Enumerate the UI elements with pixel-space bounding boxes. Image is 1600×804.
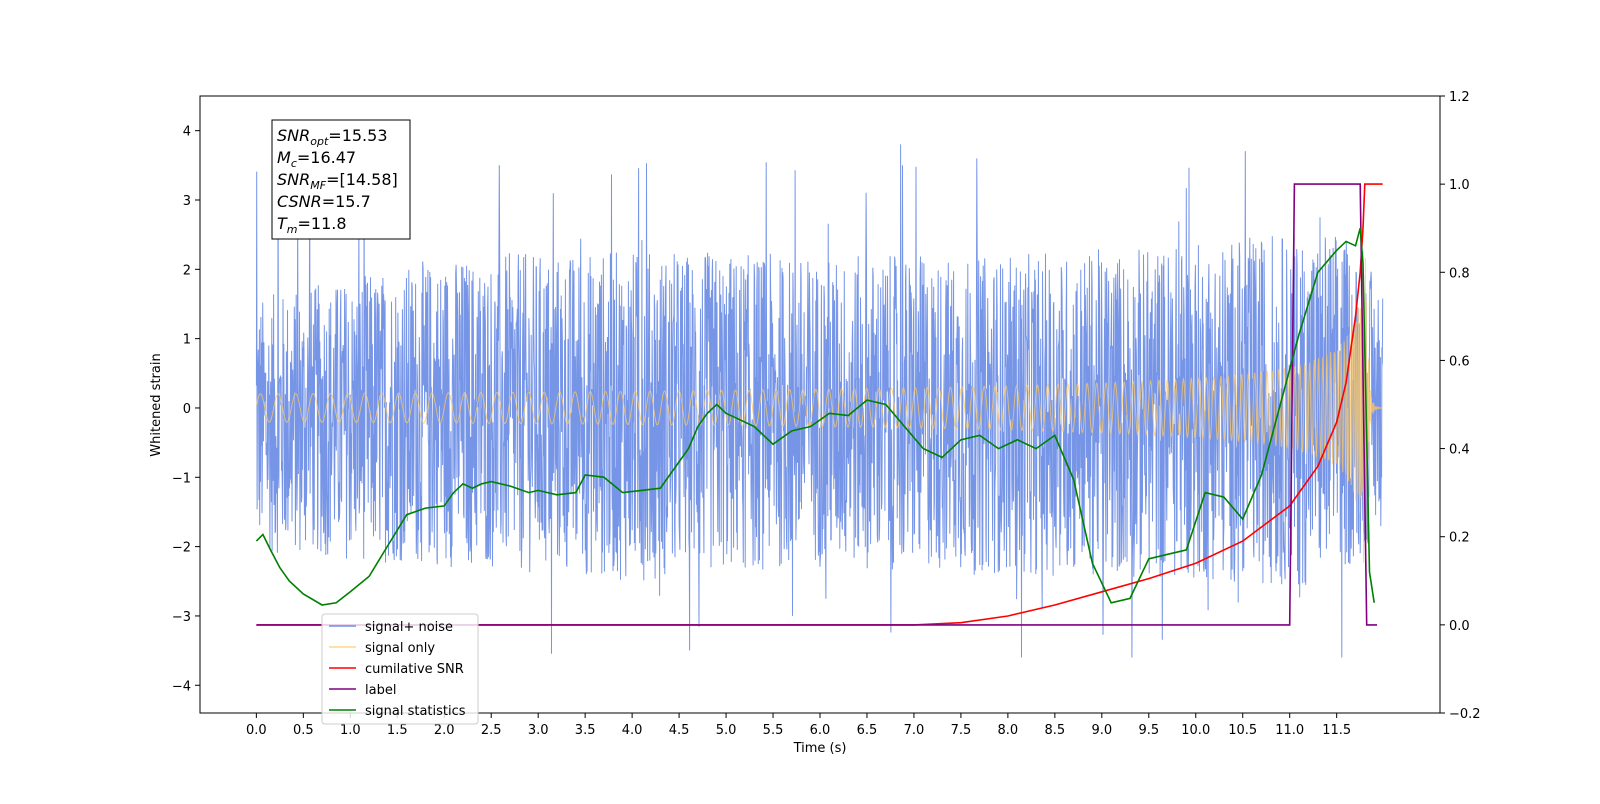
legend-label: signal only [365,641,435,656]
x-tick-label: 0.0 [246,723,267,738]
series-signal-only [255,250,1383,563]
y-tick-label: −3 [172,610,191,625]
x-tick-label: 5.5 [763,723,784,738]
series-signal-statistics [255,227,1375,606]
x-tick-label: 11.0 [1275,723,1304,738]
y-tick-label: 4 [183,125,191,140]
x-tick-label: 1.0 [340,723,361,738]
y-tick-label: −2 [172,541,191,556]
x-tick-label: 9.0 [1091,723,1112,738]
x-tick-label: 8.5 [1045,723,1066,738]
y-axis-label: Whitened strain [149,353,164,456]
x-tick-label: 10.5 [1228,723,1257,738]
y2-tick-label: 0.4 [1449,443,1470,458]
info-line: SNRMF=[14.58] [277,170,398,192]
x-tick-label: 2.5 [481,723,502,738]
x-tick-label: 0.5 [293,723,314,738]
x-tick-label: 11.5 [1322,723,1351,738]
legend-label: label [365,683,396,698]
legend-label: signal+ noise [365,620,453,635]
x-tick-label: 8.0 [998,723,1019,738]
series-label [256,183,1378,626]
series-signal-noise [255,144,1384,658]
x-tick-label: 6.5 [857,723,878,738]
y-tick-label: 1 [183,333,191,348]
x-tick-label: 7.5 [951,723,972,738]
y2-tick-label: 0.6 [1449,354,1470,369]
legend-box [321,613,479,725]
y2-tick-label: 0.8 [1449,266,1470,281]
x-tick-label: 7.0 [904,723,925,738]
x-tick-label: 4.0 [622,723,643,738]
y2-tick-label: 1.0 [1449,178,1470,193]
legend-label: cumilative SNR [365,662,464,677]
x-tick-label: 10.0 [1181,723,1210,738]
y-tick-label: 0 [183,402,191,417]
info-line: Tm=11.8 [277,214,347,236]
info-line: SNRopt=15.53 [277,126,388,148]
x-tick-label: 6.0 [810,723,831,738]
info-box [271,119,411,240]
series-cumilative-snr [256,183,1383,626]
y2-tick-label: 0.2 [1449,531,1470,546]
x-tick-label: 3.0 [528,723,549,738]
info-line: CSNR=15.7 [277,192,371,211]
y-tick-label: −4 [172,679,191,694]
y2-tick-label: −0.2 [1449,707,1481,722]
y-tick-label: −1 [172,471,191,486]
y-tick-label: 2 [183,263,191,278]
x-tick-label: 3.5 [575,723,596,738]
x-tick-label: 4.5 [669,723,690,738]
x-tick-label: 2.0 [434,723,455,738]
y2-tick-label: 0.0 [1449,619,1470,634]
legend-label: signal statistics [365,704,466,719]
x-axis-label: Time (s) [793,741,847,756]
info-line: Mc=16.47 [277,148,356,170]
x-tick-label: 9.5 [1138,723,1159,738]
x-tick-label: 1.5 [387,723,408,738]
y2-tick-label: 1.2 [1449,90,1470,105]
y-tick-label: 3 [183,194,191,209]
x-tick-label: 5.0 [716,723,737,738]
